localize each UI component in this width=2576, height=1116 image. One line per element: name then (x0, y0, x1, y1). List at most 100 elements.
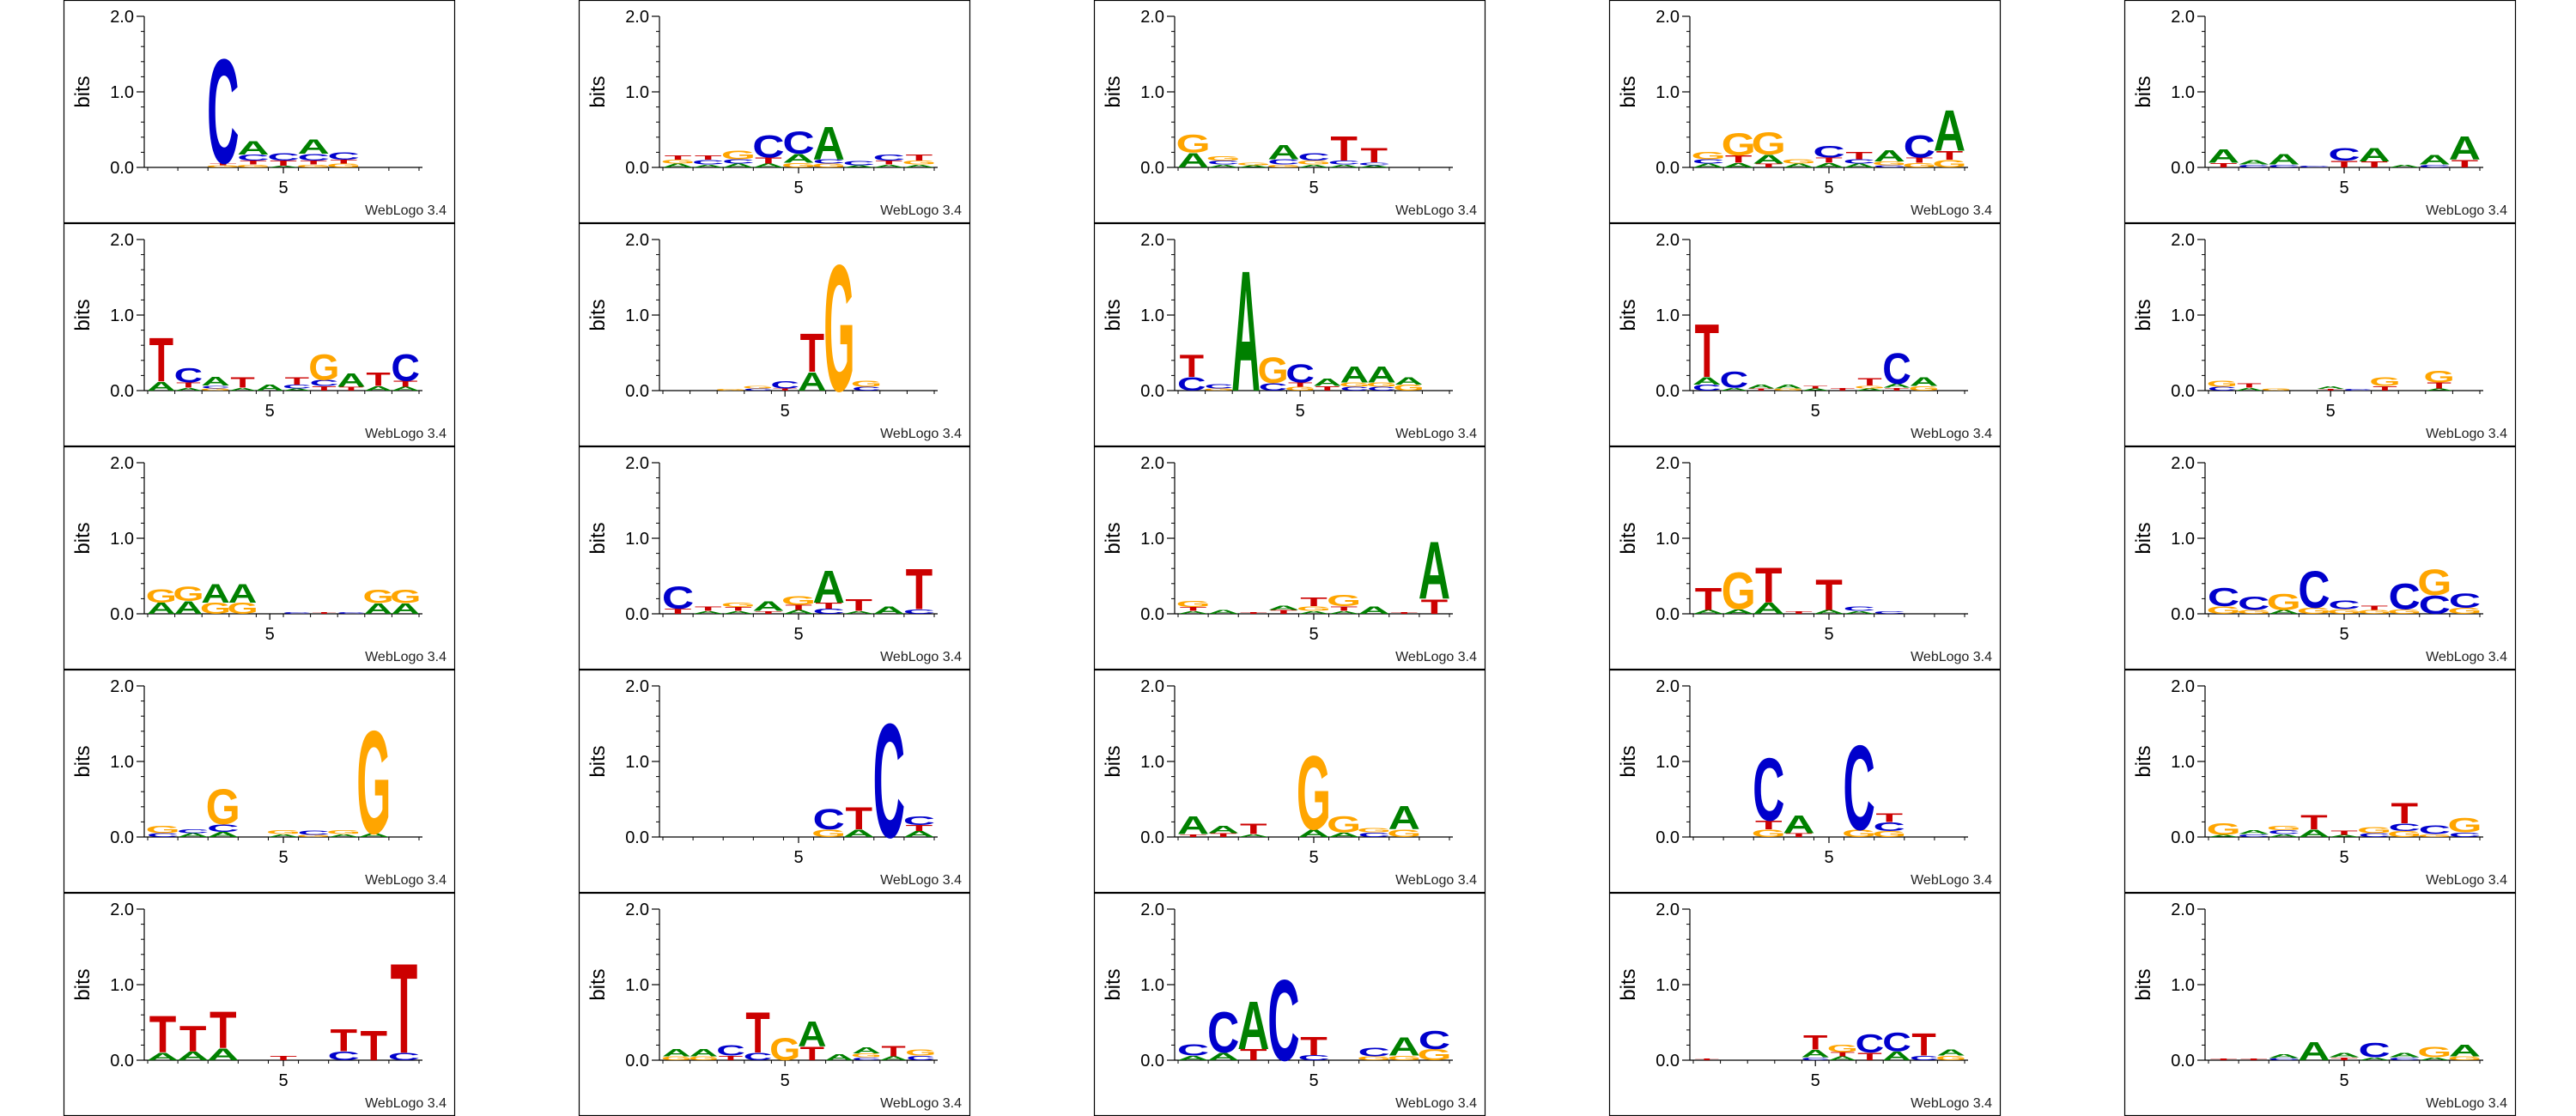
logo-letter-A: A (2268, 1053, 2300, 1059)
logo-letter-G: G (1782, 158, 1816, 165)
logo-letter-T: T (240, 160, 267, 166)
logo-letter-C: C (1801, 1057, 1830, 1061)
y-tick-label: 2.0 (110, 8, 134, 27)
logo-letter-C: C (1177, 1042, 1209, 1059)
logo-letter-T: T (1300, 1031, 1327, 1060)
logo-letter-T: T (1755, 818, 1783, 832)
y-axis-title: bits (1102, 299, 1125, 331)
logo-letter-C: C (812, 158, 844, 165)
logo-letter-T: T (1695, 308, 1719, 393)
logo-letter-G: G (1827, 1043, 1858, 1055)
logo-letter-T: T (1695, 581, 1722, 617)
logo-letter-T: T (2330, 159, 2358, 169)
logo-letter-A: A (692, 610, 724, 615)
x-tick-label: 5 (278, 848, 288, 867)
logo-letter-G: G (902, 160, 936, 166)
logo-letter-A: A (1910, 375, 1939, 389)
logo-letter-A: A (798, 1015, 827, 1054)
logo-letter-C: C (692, 159, 724, 166)
footer-label: WebLogo 3.4 (2426, 427, 2507, 441)
logo-letter-C: C (2238, 164, 2269, 168)
logo-letter-A: A (2235, 387, 2264, 391)
logo-letter-G: G (1297, 605, 1331, 612)
logo-letter-A: A (843, 165, 875, 168)
logo-letter-A: A (1813, 610, 1844, 616)
logo-letter-C: C (1205, 383, 1234, 390)
logo-letter-G: G (1236, 161, 1271, 166)
y-tick-label: 1.0 (1656, 753, 1680, 772)
logo-letter-A: A (873, 164, 905, 168)
y-tick-label: 0.0 (110, 382, 134, 401)
y-tick-label: 1.0 (1140, 530, 1164, 549)
logo-letter-C: C (1856, 1029, 1885, 1058)
logo-letter-G: G (2206, 604, 2240, 616)
logo-letter-C: C (873, 690, 905, 871)
logo-letter-T: T (1180, 606, 1207, 612)
logo-letter-C: C (337, 612, 366, 615)
y-tick-label: 1.0 (625, 306, 649, 325)
logo-letter-A: A (879, 1056, 908, 1062)
logo-letter-G: G (1339, 381, 1370, 388)
logo-letter-A: A (267, 834, 299, 838)
logo-letter-A: A (2419, 1057, 2451, 1061)
logo-letter-G: G (823, 228, 854, 430)
logo-letter-C: C (310, 379, 339, 388)
y-tick-label: 1.0 (110, 306, 134, 325)
y-axis-title: bits (71, 299, 94, 331)
y-tick-label: 0.0 (625, 159, 649, 178)
y-tick-label: 0.0 (1656, 159, 1680, 178)
logo-letter-A: A (255, 384, 284, 393)
logo-letter-A: A (177, 833, 209, 839)
y-tick-label: 1.0 (2171, 753, 2195, 772)
logo-letter-A: A (2328, 834, 2360, 838)
x-tick-label: 5 (1309, 848, 1318, 867)
logo-letter-A: A (1936, 1048, 1965, 1058)
logo-letter-T: T (2427, 381, 2451, 391)
logo-letter-G: G (1691, 149, 1725, 161)
footer-label: WebLogo 3.4 (365, 873, 447, 888)
x-tick-label: 5 (1309, 1071, 1318, 1090)
logo-letter-G: G (721, 149, 756, 162)
logo-letter-C: C (782, 125, 814, 161)
logo-letter-A: A (237, 138, 269, 159)
x-tick-label: 5 (1296, 402, 1305, 421)
logo-letter-T: T (1885, 387, 1909, 391)
logo-letter-G: G (905, 1048, 936, 1058)
y-tick-label: 2.0 (2171, 901, 2195, 919)
logo-letter-A: A (1327, 610, 1359, 615)
logo-letter-T: T (906, 557, 933, 622)
panel-border (1093, 669, 1486, 894)
logo-letter-A: A (1177, 610, 1209, 615)
logo-letter-A: A (1358, 604, 1390, 616)
logo-letter-G: G (206, 779, 240, 835)
logo-letter-G: G (390, 586, 421, 608)
logo-letter-T: T (1240, 1046, 1267, 1064)
logo-letter-C: C (388, 1051, 420, 1063)
logo-letter-C: C (1358, 161, 1390, 166)
panel-border (63, 892, 456, 1116)
panel-border (1093, 0, 1486, 224)
logo-letter-G: G (2424, 367, 2455, 386)
logo-letter-A: A (1692, 163, 1724, 169)
panel-border (63, 669, 456, 894)
logo-letter-T: T (1180, 349, 1205, 384)
logo-letter-T: T (300, 160, 327, 166)
x-tick-label: 5 (793, 625, 803, 644)
logo-letter-A: A (1267, 604, 1299, 611)
logo-letter-T: T (695, 155, 722, 161)
logo-letter-C: C (716, 1043, 745, 1059)
y-tick-label: 2.0 (110, 901, 134, 919)
logo-letter-A: A (752, 598, 784, 614)
logo-letter-C: C (1813, 143, 1844, 162)
x-tick-label: 5 (1811, 1071, 1820, 1090)
logo-letter-C: C (2419, 591, 2451, 620)
logo-letter-T: T (785, 603, 812, 612)
logo-letter-T: T (1695, 1058, 1719, 1061)
logo-letter-A: A (2298, 828, 2330, 840)
logo-letter-C: C (283, 384, 312, 390)
